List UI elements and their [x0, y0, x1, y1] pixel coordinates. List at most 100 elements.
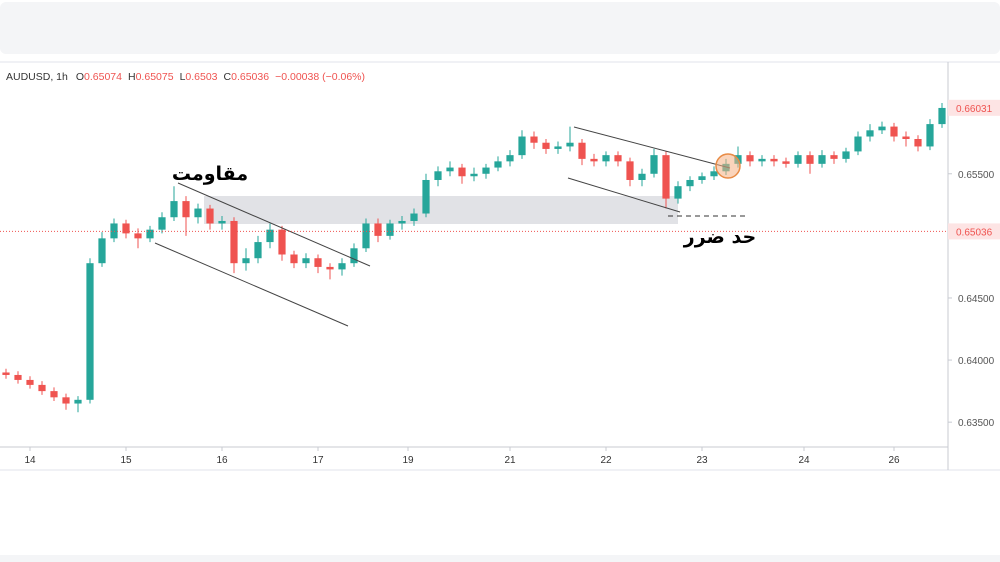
candle-body	[434, 171, 442, 180]
candle-body	[134, 233, 142, 239]
candle-body	[638, 173, 646, 180]
annotation: حد ضرر	[683, 226, 756, 248]
candle-body	[926, 124, 934, 147]
candle-body	[902, 136, 910, 139]
candle-body	[554, 146, 562, 149]
candle-body	[50, 391, 58, 398]
candle-body	[626, 161, 634, 180]
x-tick-label: 17	[312, 455, 324, 466]
candle-body	[266, 229, 274, 243]
candle-body	[854, 136, 862, 152]
entry-circle	[715, 153, 741, 179]
candle-body	[590, 158, 598, 162]
candle-body	[326, 266, 334, 270]
candle-body	[458, 167, 466, 177]
x-tick-label: 21	[504, 455, 516, 466]
candle-body	[62, 397, 70, 404]
candle-body	[410, 213, 418, 221]
candle-body	[614, 155, 622, 162]
candle-body	[890, 126, 898, 137]
candle-body	[710, 171, 718, 177]
candle-body	[254, 242, 262, 259]
x-tick-label: 16	[216, 455, 228, 466]
candle-body	[302, 258, 310, 264]
y-tick-label: 0.63500	[958, 418, 995, 429]
candle-body	[446, 167, 454, 172]
legend-change: −0.00038 (−0.06%)	[275, 71, 365, 83]
legend-value: 0.6503	[185, 71, 217, 83]
candle-body	[170, 201, 178, 218]
candle-body	[794, 155, 802, 164]
candle-body	[74, 399, 82, 404]
candle-body	[422, 179, 430, 214]
candle-body	[14, 374, 22, 380]
x-tick-label: 24	[798, 455, 810, 466]
candle-body	[842, 151, 850, 159]
candle-body	[566, 142, 574, 147]
candle-body	[938, 107, 946, 125]
y-tick-label: 0.64500	[958, 294, 995, 305]
candle-body	[182, 201, 190, 218]
candle-body	[662, 155, 670, 199]
candle-body	[482, 167, 490, 174]
x-tick-label: 22	[600, 455, 612, 466]
candle-body	[26, 379, 34, 385]
candle-body	[866, 130, 874, 137]
channel-line	[567, 177, 681, 213]
candle-body	[230, 220, 238, 264]
legend-value: 0.65074	[84, 71, 122, 83]
candle-body	[386, 223, 394, 236]
candle-body	[698, 176, 706, 180]
candle-body	[242, 258, 250, 264]
candle-body	[878, 126, 886, 131]
candle-body	[518, 136, 526, 156]
candles	[2, 102, 946, 413]
candle-body	[506, 155, 514, 162]
candle-body	[206, 208, 214, 224]
candle-body	[98, 238, 106, 264]
price-line-label-bg	[948, 223, 1000, 240]
candle-body	[578, 142, 586, 159]
candle-body	[602, 155, 610, 162]
candle-body	[2, 372, 10, 375]
candle-body	[374, 223, 382, 236]
price-line-label: 0.65036	[956, 227, 993, 238]
candle-body	[770, 158, 778, 162]
candle-body	[746, 155, 754, 162]
chart: مقاومت حد ضرر AUDUSD, 1h O 0.65074 H 0.65075…	[0, 61, 1000, 471]
candle-body	[38, 384, 46, 392]
last-price-label: 0.66031	[956, 104, 993, 115]
annotation: مقاومت	[172, 163, 248, 185]
candle-body	[674, 186, 682, 199]
candle-body	[806, 155, 814, 164]
x-tick-label: 15	[120, 455, 132, 466]
y-tick-label: 0.65500	[958, 170, 995, 181]
candle-body	[122, 223, 130, 234]
x-tick-label: 14	[24, 455, 36, 466]
legend-key: C	[224, 71, 232, 83]
candle-body	[314, 258, 322, 267]
candle-body	[470, 173, 478, 177]
x-tick-label: 23	[696, 455, 708, 466]
zone	[204, 196, 678, 224]
channel-line	[177, 182, 371, 267]
candle-body	[542, 142, 550, 149]
candle-body	[758, 158, 766, 162]
bottom-bar	[0, 555, 1000, 562]
channels	[154, 126, 731, 327]
symbol: AUDUSD, 1h	[6, 71, 68, 83]
candle-body	[650, 155, 658, 174]
x-tick-label: 19	[402, 455, 414, 466]
candle-body	[818, 155, 826, 164]
candle-body	[350, 248, 358, 264]
last-price-label-bg	[948, 99, 1000, 116]
legend-value: 0.65036	[231, 71, 269, 83]
candle-body	[338, 263, 346, 270]
candle-body	[686, 179, 694, 187]
candle-body	[362, 223, 370, 249]
legend-key: H	[128, 71, 136, 83]
x-tick-label: 26	[888, 455, 900, 466]
candle-body	[830, 155, 838, 159]
channel-line	[154, 242, 349, 327]
